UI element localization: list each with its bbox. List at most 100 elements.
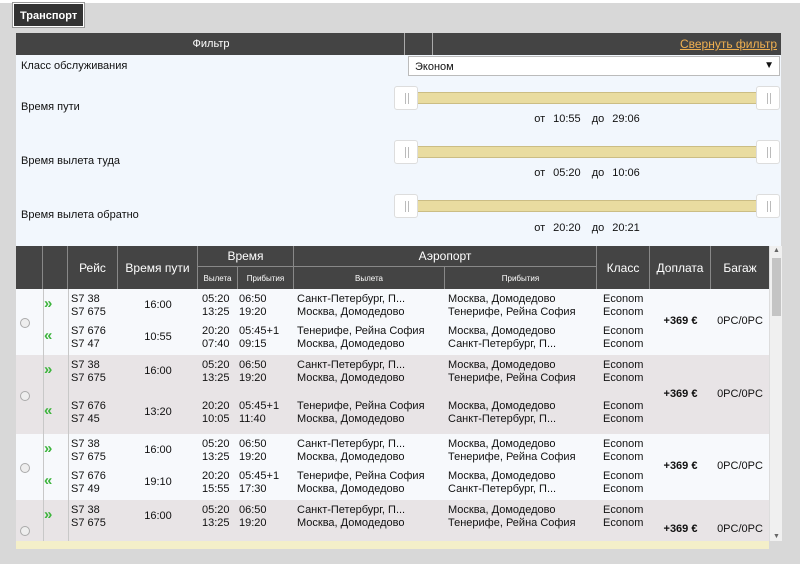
dropdown-arrow-icon: ▼: [764, 60, 774, 71]
select-radio[interactable]: [20, 318, 30, 328]
travel-time-range: от 10:55 до 29:06: [394, 113, 780, 125]
header-direction-col: [43, 246, 68, 289]
arrival-airport: Москва, Домодедово: [448, 325, 556, 337]
select-radio[interactable]: [20, 463, 30, 473]
arrival-airport: Тенерифе, Рейна София: [448, 306, 576, 318]
depart-back-slider[interactable]: [394, 194, 780, 218]
arrival-airport: Тенерифе, Рейна София: [448, 451, 576, 463]
arrival-airport: Москва, Домодедово: [448, 400, 556, 412]
departure-airport: Москва, Домодедово: [297, 306, 405, 318]
departure-time: 13:25: [202, 306, 230, 318]
outbound-arrow-icon: »: [44, 361, 53, 378]
arrival-time: 06:50: [239, 359, 267, 371]
header-divider: [404, 33, 405, 55]
header-time: Время: [198, 246, 294, 267]
header-duration: Время пути: [118, 246, 198, 289]
slider-handle-max[interactable]: [756, 86, 780, 110]
column-divider: [43, 434, 44, 500]
header-time-dep: Вылета: [198, 267, 238, 289]
extra-payment: +369 €: [663, 523, 698, 535]
departure-time: 20:20: [202, 400, 230, 412]
departure-time: 05:20: [202, 293, 230, 305]
column-divider: [43, 355, 44, 434]
depart-out-from: 05:20: [553, 167, 581, 179]
depart-out-range: от 05:20 до 10:06: [394, 167, 780, 179]
slider-handle-min[interactable]: [394, 86, 418, 110]
slider-handle-max[interactable]: [756, 194, 780, 218]
flight-number: S7 676: [71, 325, 106, 337]
depart-back-range: от 20:20 до 20:21: [394, 222, 780, 234]
flight-number: S7 675: [71, 372, 106, 384]
scrollbar[interactable]: ▲ ▼: [769, 246, 782, 541]
class-select[interactable]: Эконом ▼: [408, 56, 780, 76]
table-row[interactable]: » S7 38 05:20 06:50 Санкт-Петербург, П... Мос…: [16, 355, 769, 434]
header-baggage: Багаж: [723, 260, 757, 275]
to-label: до: [591, 222, 605, 234]
header-flight: Рейс: [68, 246, 118, 289]
departure-time: 07:40: [202, 338, 230, 350]
departure-airport: Москва, Домодедово: [297, 451, 405, 463]
outbound-arrow-icon: »: [44, 506, 53, 523]
flight-number: S7 38: [71, 359, 100, 371]
service-class: Econom: [603, 306, 644, 318]
table-row[interactable]: » S7 38 05:20 06:50 Санкт-Петербург, П... Мос…: [16, 289, 769, 355]
header-select-col: [16, 246, 43, 289]
slider-handle-min[interactable]: [394, 140, 418, 164]
tab-transport[interactable]: Транспорт: [11, 2, 86, 28]
table-row[interactable]: » S7 38 05:20 06:50 Санкт-Петербург, П... Мос…: [16, 434, 769, 500]
scroll-thumb[interactable]: [772, 258, 781, 316]
select-radio[interactable]: [20, 390, 30, 401]
table-row[interactable]: » S7 38 05:20 06:50 Санкт-Петербург, П... Мос…: [16, 500, 769, 546]
select-radio[interactable]: [20, 526, 30, 536]
arrival-time: 05:45+1: [239, 400, 280, 412]
service-class: Econom: [603, 400, 644, 412]
arrival-time: 17:30: [239, 483, 267, 495]
filter-title: Фильтр: [192, 38, 230, 50]
slider-track: [406, 200, 768, 212]
slider-track: [406, 146, 768, 158]
flight-number: S7 675: [71, 306, 106, 318]
service-class: Econom: [603, 325, 644, 337]
travel-time-slider[interactable]: [394, 86, 780, 110]
travel-duration: 16:00: [144, 510, 172, 522]
departure-airport: Санкт-Петербург, П...: [297, 359, 406, 371]
departure-airport: Москва, Домодедово: [297, 517, 405, 529]
departure-time: 13:25: [202, 372, 230, 384]
slider-handle-max[interactable]: [756, 140, 780, 164]
flight-number: S7 676: [71, 400, 106, 412]
header-airport-arr: Прибытия: [445, 267, 597, 289]
travel-duration: 19:10: [144, 476, 172, 488]
arrival-airport: Москва, Домодедово: [448, 293, 556, 305]
header-class: Класс: [597, 246, 650, 289]
departure-airport: Санкт-Петербург, П...: [297, 293, 406, 305]
table-header: Рейс Время пути Время Вылета Прибытия Аэ…: [16, 246, 769, 289]
arrival-time: 09:15: [239, 338, 267, 350]
arrival-airport: Москва, Домодедово: [448, 359, 556, 371]
service-class: Econom: [603, 413, 644, 425]
column-divider: [43, 289, 44, 355]
arrival-time: 06:50: [239, 504, 267, 516]
depart-out-slider[interactable]: [394, 140, 780, 164]
extra-payment: +369 €: [663, 460, 698, 472]
departure-airport: Тенерифе, Рейна София: [297, 325, 425, 337]
departure-airport: Санкт-Петербург, П...: [297, 438, 406, 450]
arrival-airport: Санкт-Петербург, П...: [448, 483, 557, 495]
departure-time: 13:25: [202, 451, 230, 463]
scroll-down-icon[interactable]: ▼: [773, 533, 780, 540]
departure-airport: Санкт-Петербург, П...: [297, 504, 406, 516]
departure-airport: Москва, Домодедово: [297, 483, 405, 495]
slider-handle-min[interactable]: [394, 194, 418, 218]
from-label: от: [534, 167, 546, 179]
header-divider: [432, 33, 433, 55]
arrival-time: 11:40: [239, 413, 266, 425]
class-select-value: Эконом: [415, 61, 454, 73]
travel-duration: 16:00: [144, 444, 172, 456]
top-strip: [0, 0, 800, 3]
travel-duration: 16:00: [144, 365, 172, 377]
class-label: Класс обслуживания: [21, 60, 128, 72]
departure-airport: Тенерифе, Рейна София: [297, 470, 425, 482]
collapse-filter-link[interactable]: Свернуть фильтр: [679, 37, 777, 51]
scroll-up-icon[interactable]: ▲: [773, 247, 780, 254]
arrival-time: 05:45+1: [239, 470, 280, 482]
flight-number: S7 49: [71, 483, 100, 495]
